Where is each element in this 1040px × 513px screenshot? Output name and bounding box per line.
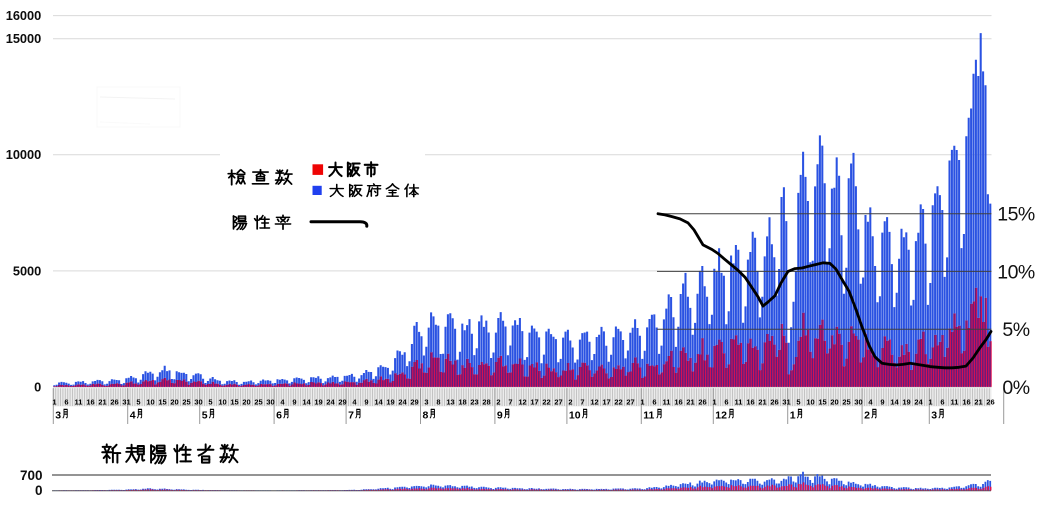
svg-text:0%: 0%	[1002, 377, 1029, 399]
svg-text:4: 4	[130, 410, 136, 422]
svg-text:5%: 5%	[1002, 319, 1029, 341]
svg-text:0: 0	[35, 483, 43, 498]
svg-text:9: 9	[497, 410, 503, 422]
svg-text:11: 11	[643, 410, 654, 422]
svg-text:16000: 16000	[6, 8, 42, 23]
svg-text:10%: 10%	[997, 261, 1035, 283]
svg-text:5: 5	[202, 410, 208, 422]
svg-text:12: 12	[715, 410, 727, 422]
svg-text:15000: 15000	[6, 31, 42, 46]
svg-text:5000: 5000	[13, 263, 41, 278]
svg-text:3: 3	[55, 410, 61, 422]
svg-text:15%: 15%	[997, 204, 1035, 226]
svg-text:0: 0	[34, 379, 41, 394]
svg-text:2: 2	[864, 410, 870, 422]
svg-text:10: 10	[569, 410, 581, 422]
svg-text:6: 6	[276, 410, 282, 422]
svg-text:3: 3	[931, 410, 937, 422]
svg-text:7: 7	[348, 410, 354, 422]
svg-text:700: 700	[20, 468, 43, 483]
svg-text:1: 1	[790, 410, 796, 422]
svg-text:10000: 10000	[6, 147, 42, 162]
svg-text:8: 8	[423, 410, 429, 422]
